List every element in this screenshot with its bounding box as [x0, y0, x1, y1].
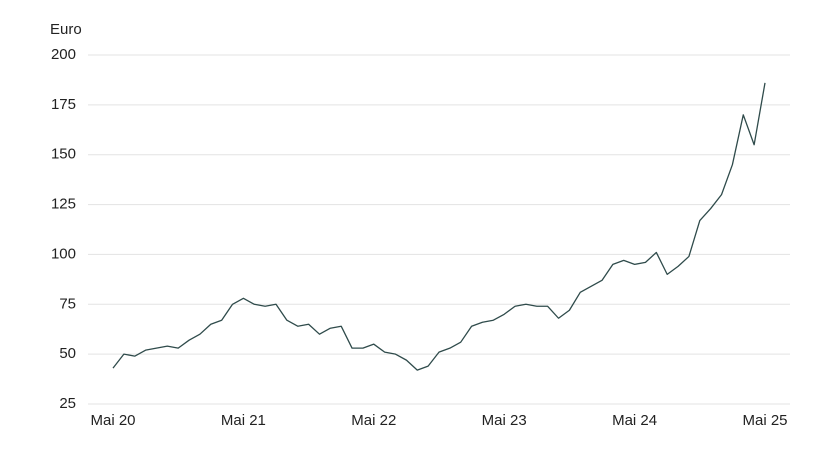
x-tick-label: Mai 23	[482, 412, 527, 429]
x-tick-label: Mai 21	[221, 412, 266, 429]
x-tick-label: Mai 20	[90, 412, 135, 429]
data-line	[112, 82, 766, 371]
y-tick-label: 100	[51, 245, 76, 262]
x-tick-label: Mai 24	[612, 412, 657, 429]
y-tick-label: 200	[51, 46, 76, 63]
y-tick-label: 125	[51, 196, 76, 213]
x-tick-label: Mai 25	[742, 412, 787, 429]
x-tick-label: Mai 22	[351, 412, 396, 429]
y-tick-label: 25	[59, 395, 76, 412]
y-tick-label: 50	[59, 345, 76, 362]
y-axis-label: Euro	[50, 21, 82, 38]
y-tick-label: 175	[51, 96, 76, 113]
y-tick-label: 150	[51, 146, 76, 163]
y-tick-label: 75	[59, 295, 76, 312]
